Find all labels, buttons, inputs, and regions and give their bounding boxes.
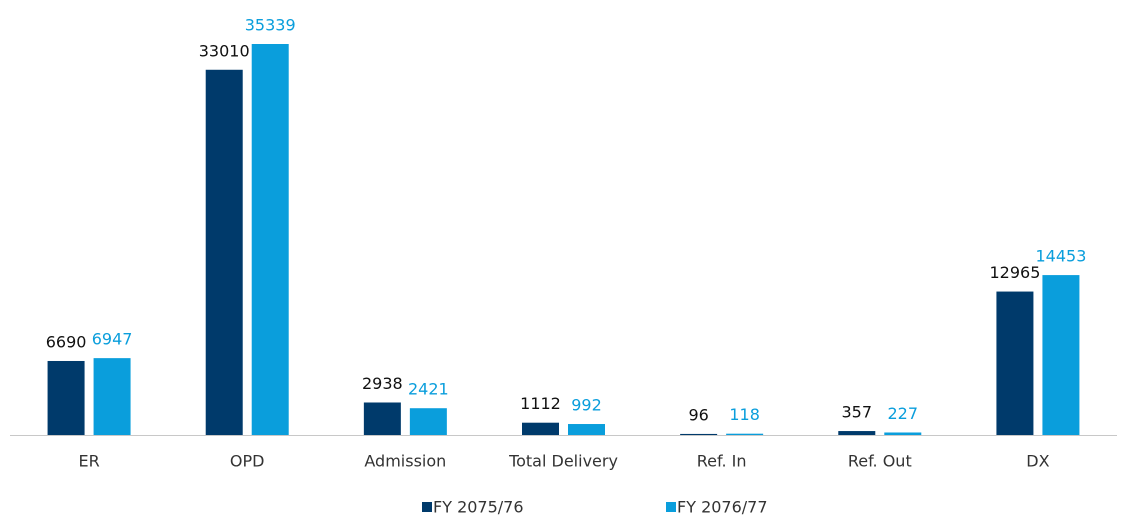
bar	[884, 432, 922, 435]
x-tick-label: Admission	[364, 452, 446, 471]
data-label: 14453	[1035, 247, 1086, 266]
data-label: 227	[888, 404, 919, 423]
bar	[205, 69, 243, 435]
x-tick-label: Total Delivery	[508, 452, 618, 471]
data-label: 2421	[408, 380, 449, 399]
bar	[47, 360, 85, 435]
x-tick-label: OPD	[230, 452, 265, 471]
bar	[680, 433, 718, 435]
bar	[251, 44, 289, 435]
x-tick-label: ER	[78, 452, 99, 471]
bar	[409, 408, 447, 435]
legend-swatch	[422, 502, 432, 512]
bar	[838, 431, 876, 435]
bar	[568, 424, 605, 435]
x-tick-label: Ref. In	[697, 452, 747, 471]
legend-label: FY 2075/76	[433, 498, 524, 517]
legend-swatch	[666, 502, 676, 512]
data-label: 118	[729, 405, 760, 424]
bar	[1042, 275, 1080, 435]
bar	[363, 402, 401, 435]
bar	[522, 422, 559, 435]
data-label: 12965	[989, 263, 1040, 282]
bar	[93, 358, 131, 435]
legend-label: FY 2076/77	[677, 498, 768, 517]
data-label: 35339	[245, 16, 296, 35]
x-tick-label: Ref. Out	[848, 452, 912, 471]
data-label: 1112	[520, 394, 561, 413]
bar	[996, 291, 1034, 435]
data-label: 33010	[199, 41, 250, 60]
data-label: 357	[842, 403, 873, 422]
bar	[726, 433, 764, 435]
data-label: 2938	[362, 374, 403, 393]
data-label: 6947	[92, 330, 133, 349]
data-label: 96	[688, 405, 708, 424]
data-label: 6690	[46, 332, 87, 351]
x-tick-label: DX	[1026, 452, 1049, 471]
data-label: 992	[571, 396, 602, 415]
